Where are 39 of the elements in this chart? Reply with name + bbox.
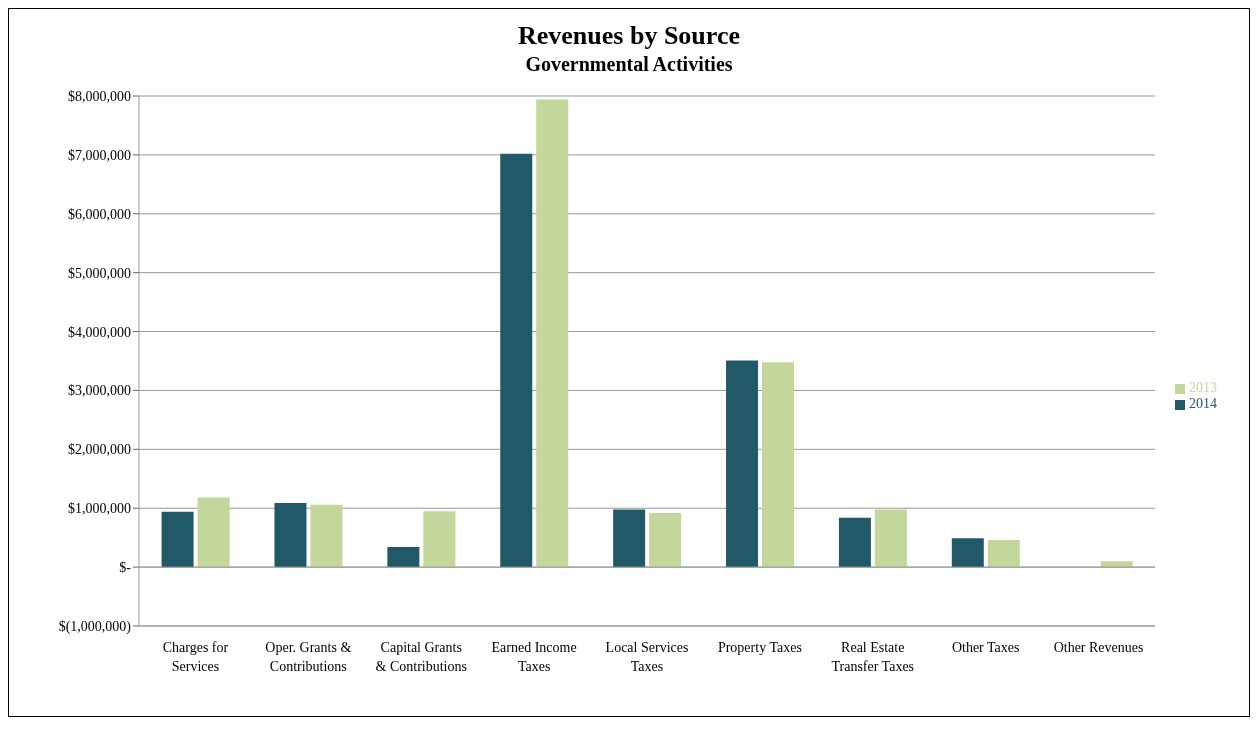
y-tick-label: $4,000,000 [68,324,131,340]
y-tick-label: $1,000,000 [68,501,131,517]
bar [874,509,907,568]
y-tick-label: $2,000,000 [68,442,131,458]
x-tick-label: Earned Income Taxes [491,640,577,674]
chart-title: Revenues by Source [517,21,741,51]
bar [500,153,533,568]
x-tick-label: Property Taxes [717,640,802,655]
y-tick-label: $6,000,000 [68,206,131,222]
bar [536,99,569,568]
legend-label: 2013 [1189,380,1217,395]
bar [762,362,795,568]
bar [649,512,682,568]
bar [387,547,420,568]
y-tick-label: $3,000,000 [68,383,131,399]
bar [423,511,456,568]
bar [161,511,194,568]
bar [613,509,646,568]
bar [726,360,759,568]
x-tick-label: Other Revenues [1053,640,1144,655]
x-tick-label: Oper. Grants & Contributions [265,640,352,674]
chart-subtitle: Governmental Activities [524,53,734,76]
y-tick-label: $5,000,000 [68,265,131,281]
bar [838,517,871,568]
y-tick-label: $- [119,560,132,576]
y-tick-label: $(1,000,000) [58,618,132,635]
x-tick-label: Local Services Taxes [605,640,689,674]
y-tick-label: $7,000,000 [68,147,131,163]
x-tick-label: Capital Grants & Contributions [375,640,467,674]
bar [951,538,984,568]
y-tick-label: $8,000,000 [68,88,131,104]
x-tick-label: Real Estate Transfer Taxes [831,640,915,674]
x-tick-label: Other Taxes [951,640,1020,655]
bar [274,502,307,568]
legend-label: 2014 [1189,396,1217,411]
bar [197,497,230,568]
bar [987,540,1020,568]
bar [310,504,343,568]
x-tick-label: Charges for Services [162,640,229,674]
